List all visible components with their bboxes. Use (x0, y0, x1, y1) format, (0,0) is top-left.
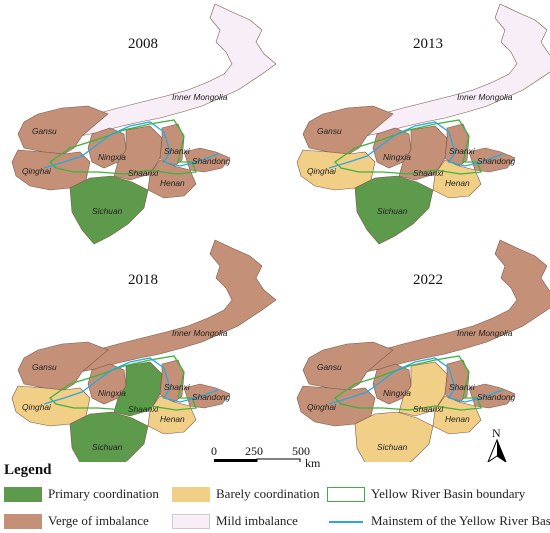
label-ningxia: Ningxia (98, 388, 126, 398)
mild-swatch (172, 513, 210, 529)
label-shanxi: Shanxi (164, 382, 191, 392)
region-shaanxi (398, 125, 448, 181)
region-sichuan (69, 411, 149, 462)
legend-label-verge: Verge of imbalance (48, 513, 149, 528)
label-qinghai: Qinghai (307, 402, 337, 412)
panel-year: 2013 (413, 36, 443, 52)
region-shanxi (444, 359, 470, 405)
label-inner-mongolia: Inner Mongolia (457, 92, 513, 102)
label-henan: Henan (160, 178, 185, 188)
region-shandong (468, 383, 516, 409)
river-mainstem (328, 121, 504, 169)
legend-label-barely: Barely coordination (216, 486, 320, 501)
region-gansu (302, 341, 394, 391)
barely-swatch (172, 486, 210, 502)
label-henan: Henan (160, 414, 185, 424)
mainstem-swatch (327, 514, 365, 529)
label-shaanxi: Shaanxi (128, 168, 159, 178)
north-label: N (492, 426, 501, 440)
label-sichuan: Sichuan (377, 206, 408, 216)
label-sichuan: Sichuan (92, 442, 123, 452)
legend-item-verge: Verge of imbalance (4, 513, 149, 529)
panel-year: 2018 (128, 272, 158, 288)
panel-year: 2008 (128, 36, 158, 52)
label-inner-mongolia: Inner Mongolia (172, 328, 228, 338)
label-shaanxi: Shaanxi (128, 404, 159, 414)
label-henan: Henan (445, 414, 470, 424)
label-qinghai: Qinghai (22, 402, 52, 412)
label-shandong: Shandong (477, 156, 516, 166)
region-sichuan (354, 411, 434, 462)
label-sichuan: Sichuan (92, 206, 123, 216)
legend: Legend Primary coordination Barely coord… (4, 462, 550, 532)
legend-item-boundary: Yellow River Basin boundary (327, 486, 525, 502)
legend-item-mainstem: Mainstem of the Yellow River Basin (327, 513, 550, 529)
scale-tick-250: 250 (245, 444, 263, 458)
scale-bar: 0 250 500 (211, 444, 310, 462)
label-gansu: Gansu (32, 126, 57, 136)
label-shaanxi: Shaanxi (413, 168, 444, 178)
region-sichuan (69, 175, 149, 245)
label-inner-mongolia: Inner Mongolia (172, 92, 228, 102)
region-shanxi (444, 123, 470, 169)
region-inner-mongolia (55, 3, 277, 140)
label-gansu: Gansu (317, 362, 342, 372)
label-shandong: Shandong (477, 392, 516, 402)
label-ningxia: Ningxia (383, 388, 411, 398)
label-inner-mongolia: Inner Mongolia (457, 328, 513, 338)
legend-item-barely: Barely coordination (172, 486, 320, 502)
label-ningxia: Ningxia (383, 152, 411, 162)
region-inner-mongolia (55, 239, 277, 376)
boundary-swatch (327, 486, 365, 502)
scale-tick-0: 0 (211, 444, 217, 458)
legend-label-boundary: Yellow River Basin boundary (371, 486, 526, 501)
label-henan: Henan (445, 178, 470, 188)
label-ningxia: Ningxia (98, 152, 126, 162)
legend-title: Legend (4, 462, 52, 478)
region-shaanxi (113, 361, 163, 417)
label-shanxi: Shanxi (164, 146, 191, 156)
region-shanxi (159, 359, 185, 405)
label-shaanxi: Shaanxi (413, 404, 444, 414)
label-shanxi: Shanxi (449, 146, 476, 156)
legend-label-primary: Primary coordination (48, 486, 159, 501)
region-gansu (17, 341, 109, 391)
region-shandong (183, 147, 231, 173)
region-shanxi (159, 123, 185, 169)
river-mainstem (43, 121, 219, 169)
legend-label-mild: Mild imbalance (216, 513, 298, 528)
label-shandong: Shandong (192, 156, 231, 166)
primary-swatch (4, 486, 42, 502)
legend-label-mainstem: Mainstem of the Yellow River Basin (371, 513, 550, 528)
river-mainstem (43, 357, 219, 405)
label-shandong: Shandong (192, 392, 231, 402)
legend-item-primary: Primary coordination (4, 486, 159, 502)
label-sichuan: Sichuan (377, 442, 408, 452)
region-gansu (17, 105, 109, 155)
panel-year: 2022 (413, 272, 443, 288)
label-shanxi: Shanxi (449, 382, 476, 392)
region-shaanxi (398, 361, 448, 417)
region-gansu (302, 105, 394, 155)
river-mainstem (328, 357, 504, 405)
region-shandong (183, 383, 231, 409)
label-qinghai: Qinghai (307, 166, 337, 176)
north-arrow-icon: N (487, 426, 507, 462)
scale-tick-500: 500 (292, 444, 310, 458)
legend-item-mild: Mild imbalance (172, 513, 298, 529)
region-sichuan (354, 175, 434, 245)
scale-unit: km (305, 456, 321, 470)
region-shandong (468, 147, 516, 173)
verge-swatch (4, 513, 42, 529)
region-shaanxi (113, 125, 163, 181)
label-gansu: Gansu (317, 126, 342, 136)
label-qinghai: Qinghai (22, 166, 52, 176)
label-gansu: Gansu (32, 362, 57, 372)
